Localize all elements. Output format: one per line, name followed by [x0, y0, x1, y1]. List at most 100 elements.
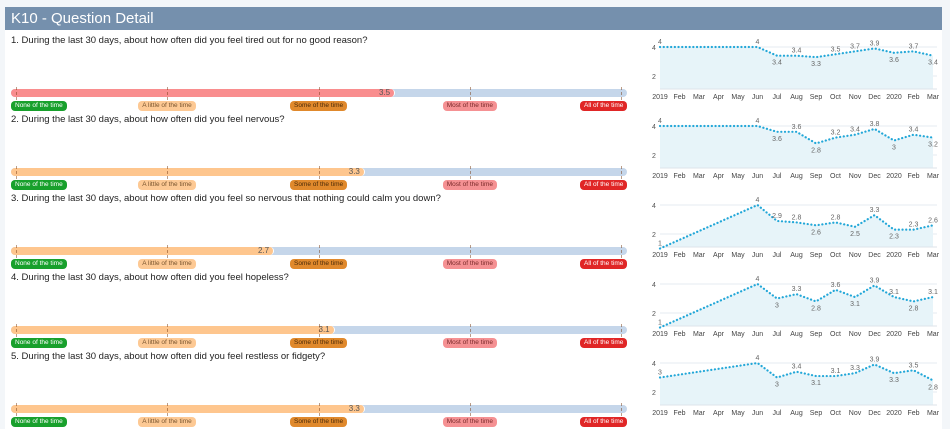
x-tick-label: Feb: [907, 252, 919, 259]
scale-label-most-of-the-time: Most of the time: [442, 417, 497, 427]
y-tick-label: 2: [652, 153, 656, 160]
x-tick-label: 2020: [886, 94, 902, 101]
x-tick-label: Apr: [713, 173, 725, 180]
trend-area: [660, 47, 933, 90]
x-tick-label: Feb: [673, 252, 685, 259]
question-text: 3. During the last 30 days, about how of…: [11, 193, 441, 204]
data-label: 3.7: [850, 43, 860, 50]
x-tick-label: Feb: [673, 410, 685, 417]
x-tick-label: Aug: [790, 410, 803, 417]
data-label: 1: [658, 320, 662, 327]
x-tick-label: Sep: [810, 331, 823, 338]
scale-label-none-of-the-time: None of the time: [11, 417, 67, 427]
scale-label-most-of-the-time: Most of the time: [442, 338, 497, 348]
question-section: 4. During the last 30 days, about how of…: [5, 267, 942, 348]
data-label: 3: [775, 303, 779, 310]
data-label: 2.3: [909, 222, 919, 229]
scale-label-some-of-the-time: Some of the time: [290, 101, 348, 111]
x-tick-label: 2019: [652, 331, 668, 338]
scale-tick: [469, 403, 471, 416]
scale-tick: [469, 324, 471, 337]
scale-label-none-of-the-time: None of the time: [11, 338, 67, 348]
data-label: 3.4: [792, 48, 802, 55]
data-label: 3.1: [928, 289, 938, 296]
x-tick-label: Feb: [907, 410, 919, 417]
scale-tick: [167, 324, 169, 337]
data-label: 3.9: [870, 40, 880, 47]
score-value: 3.3: [348, 404, 360, 413]
x-tick-label: 2020: [886, 410, 902, 417]
x-tick-label: Aug: [790, 173, 803, 180]
score-fill: [11, 247, 275, 255]
scale-label-some-of-the-time: Some of the time: [290, 338, 348, 348]
x-tick-label: Oct: [830, 410, 841, 417]
x-tick-label: Oct: [830, 331, 841, 338]
x-tick-label: Oct: [830, 252, 841, 259]
data-label: 3.9: [870, 277, 880, 284]
data-label: 3.4: [850, 127, 860, 134]
scale-tick: [621, 245, 622, 258]
data-label: 3.3: [889, 377, 899, 384]
x-tick-label: Feb: [907, 331, 919, 338]
data-label: 2.6: [928, 217, 938, 224]
trend-chart: 4 21 4 3 3.3 2.8 3.6 3.1 3.9 3.1 2.8 3.1 2019 Feb Mar A…: [652, 276, 940, 338]
data-label: 3: [775, 382, 779, 389]
x-tick-label: 2020: [886, 252, 902, 259]
data-label: 3.7: [909, 43, 919, 50]
trend-area: [660, 205, 933, 249]
y-tick-label: 4: [652, 45, 656, 52]
data-label: 4: [756, 39, 760, 46]
data-label: 2.3: [889, 234, 899, 241]
x-tick-label: May: [731, 173, 745, 180]
score-value: 2.7: [258, 246, 270, 255]
data-label: 4: [658, 118, 662, 125]
data-label: 1: [658, 241, 662, 248]
x-tick-label: May: [731, 94, 745, 101]
data-label: 2.5: [850, 231, 860, 238]
scale-label-some-of-the-time: Some of the time: [290, 417, 348, 427]
x-tick-label: Apr: [713, 94, 725, 101]
x-tick-label: Aug: [790, 94, 803, 101]
x-tick-label: Apr: [713, 252, 725, 259]
trend-area: [660, 363, 933, 406]
x-tick-label: Mar: [927, 410, 940, 417]
data-label: 3.3: [792, 286, 802, 293]
x-tick-label: Aug: [790, 252, 803, 259]
data-label: 3.1: [811, 380, 821, 387]
data-label: 3.3: [850, 365, 860, 372]
data-label: 3.1: [850, 301, 860, 308]
x-tick-label: 2019: [652, 173, 668, 180]
scale-tick: [469, 245, 471, 258]
scale-tick: [469, 166, 471, 179]
x-tick-label: Dec: [868, 410, 881, 417]
scale-tick: [469, 87, 471, 100]
x-tick-label: Nov: [849, 410, 862, 417]
scale-tick: [167, 245, 169, 258]
data-label: 3.8: [870, 121, 880, 128]
scale-tick: [16, 87, 17, 100]
data-label: 4: [658, 39, 662, 46]
scale-label-none-of-the-time: None of the time: [11, 101, 67, 111]
x-tick-label: Mar: [693, 331, 706, 338]
data-label: 3.6: [889, 57, 899, 64]
scale-label-some-of-the-time: Some of the time: [290, 259, 348, 269]
scale-label-all-of-the-time: All of the time: [580, 180, 628, 190]
x-tick-label: Mar: [927, 173, 940, 180]
x-tick-label: Dec: [868, 331, 881, 338]
scale-label-none-of-the-time: None of the time: [11, 259, 67, 269]
y-tick-label: 2: [652, 311, 656, 318]
data-label: 3.6: [772, 136, 782, 143]
x-tick-label: Apr: [713, 410, 725, 417]
question-text: 2. During the last 30 days, about how of…: [11, 114, 285, 125]
scale-label-a-little-of-the-time: A little of the time: [138, 101, 196, 111]
data-label: 3.4: [772, 60, 782, 67]
x-tick-label: Mar: [693, 252, 706, 259]
y-tick-label: 2: [652, 390, 656, 397]
scale-label-a-little-of-the-time: A little of the time: [138, 338, 196, 348]
y-tick-label: 4: [652, 124, 656, 131]
x-tick-label: Jun: [752, 410, 763, 417]
score-value: 3.5: [379, 88, 391, 97]
scale-tick: [621, 166, 622, 179]
y-tick-label: 4: [652, 203, 656, 210]
